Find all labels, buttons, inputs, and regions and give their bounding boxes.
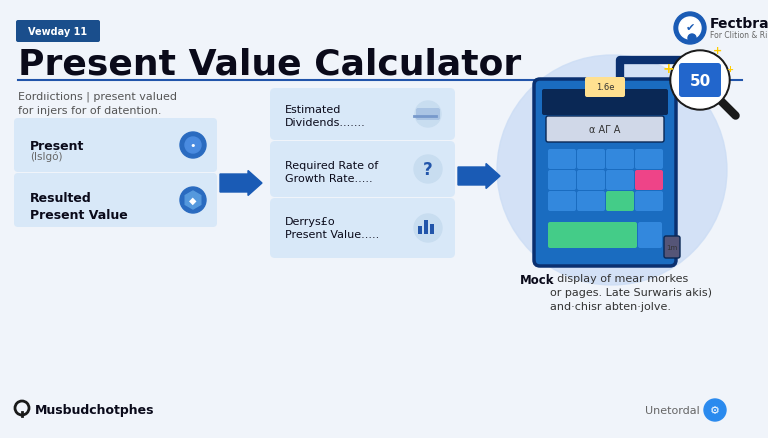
Text: α ΑΓ A: α ΑΓ A xyxy=(589,125,621,135)
Text: Unetordal: Unetordal xyxy=(645,405,700,415)
FancyArrow shape xyxy=(458,164,500,189)
FancyBboxPatch shape xyxy=(534,80,676,266)
FancyBboxPatch shape xyxy=(270,89,455,141)
Text: Present Value Calculator: Present Value Calculator xyxy=(18,47,521,81)
Text: Derrys£o
Present Value.....: Derrys£o Present Value..... xyxy=(285,216,379,240)
FancyBboxPatch shape xyxy=(635,171,663,191)
FancyBboxPatch shape xyxy=(542,90,668,116)
FancyBboxPatch shape xyxy=(664,237,680,258)
Circle shape xyxy=(185,138,201,154)
Text: Mock: Mock xyxy=(520,273,554,286)
FancyBboxPatch shape xyxy=(635,150,663,170)
FancyBboxPatch shape xyxy=(638,223,662,248)
FancyBboxPatch shape xyxy=(577,171,605,191)
Text: For Clition & Ring: For Clition & Ring xyxy=(710,30,768,39)
Text: (lslgó): (lslgó) xyxy=(30,152,62,162)
Circle shape xyxy=(414,215,442,243)
Circle shape xyxy=(415,102,441,128)
Text: Estimated
Dividends.......: Estimated Dividends....... xyxy=(285,105,366,128)
FancyBboxPatch shape xyxy=(585,78,625,98)
FancyBboxPatch shape xyxy=(606,171,634,191)
Circle shape xyxy=(180,187,206,213)
Text: Resulted
Present Value: Resulted Present Value xyxy=(30,191,127,222)
Text: Groud: Groud xyxy=(341,89,384,102)
Circle shape xyxy=(688,35,696,43)
FancyBboxPatch shape xyxy=(679,64,721,98)
Text: Vewday 11: Vewday 11 xyxy=(28,27,88,37)
FancyBboxPatch shape xyxy=(577,191,605,212)
FancyBboxPatch shape xyxy=(606,150,634,170)
FancyBboxPatch shape xyxy=(548,150,576,170)
Circle shape xyxy=(672,53,728,109)
Text: Musbudchotphes: Musbudchotphes xyxy=(35,403,154,417)
FancyBboxPatch shape xyxy=(577,150,605,170)
FancyBboxPatch shape xyxy=(270,141,455,198)
FancyBboxPatch shape xyxy=(546,117,664,143)
FancyBboxPatch shape xyxy=(270,198,455,258)
Text: 50: 50 xyxy=(690,73,710,88)
Circle shape xyxy=(674,13,706,45)
Text: +: + xyxy=(727,64,733,73)
Text: Present: Present xyxy=(30,140,84,153)
FancyBboxPatch shape xyxy=(416,109,440,121)
Circle shape xyxy=(670,51,730,111)
Text: ◆: ◆ xyxy=(189,195,197,205)
FancyBboxPatch shape xyxy=(548,191,576,212)
Text: Fectbraki: Fectbraki xyxy=(710,17,768,31)
Circle shape xyxy=(497,56,727,285)
Text: . display of mear morkes
or pages. Late Surwaris akis)
and·chisr abten·jolve.: . display of mear morkes or pages. Late … xyxy=(550,273,712,311)
Text: 1m: 1m xyxy=(667,244,677,251)
FancyArrow shape xyxy=(220,171,262,196)
FancyBboxPatch shape xyxy=(548,223,637,248)
FancyBboxPatch shape xyxy=(606,191,634,212)
Text: Required Rate of
Growth Rate.....: Required Rate of Growth Rate..... xyxy=(285,161,379,184)
Text: ⚙: ⚙ xyxy=(710,405,720,415)
FancyBboxPatch shape xyxy=(16,21,100,43)
Text: 1.6e: 1.6e xyxy=(596,83,614,92)
Text: At inenfy: At inenfy xyxy=(333,198,392,212)
FancyBboxPatch shape xyxy=(418,226,422,234)
FancyBboxPatch shape xyxy=(14,119,217,173)
Circle shape xyxy=(679,18,701,40)
Circle shape xyxy=(704,399,726,421)
Text: ?: ? xyxy=(423,161,433,179)
FancyBboxPatch shape xyxy=(14,173,217,227)
FancyBboxPatch shape xyxy=(424,220,428,234)
Text: ✔: ✔ xyxy=(685,23,695,33)
Text: +: + xyxy=(662,62,674,76)
Text: +: + xyxy=(713,46,723,56)
Text: Eordıictions | present valued
for injers for of datention.: Eordıictions | present valued for injers… xyxy=(18,91,177,116)
FancyBboxPatch shape xyxy=(548,171,576,191)
Text: •: • xyxy=(190,141,197,151)
FancyBboxPatch shape xyxy=(430,225,434,234)
FancyBboxPatch shape xyxy=(635,191,663,212)
Text: Inenured Gerst flave: Inenured Gerst flave xyxy=(298,141,427,151)
Circle shape xyxy=(414,155,442,184)
Circle shape xyxy=(180,133,206,159)
